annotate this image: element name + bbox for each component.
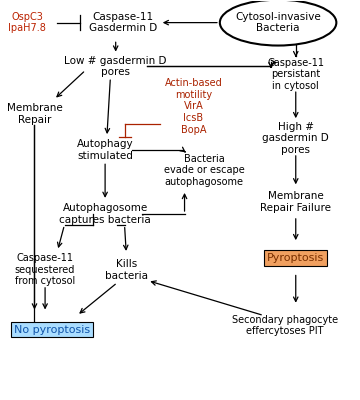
Text: Actin-based
motility
VirA
IcsB
BopA: Actin-based motility VirA IcsB BopA (165, 78, 222, 134)
Text: Membrane
Repair: Membrane Repair (6, 104, 62, 125)
Text: Bacteria
evade or escape
autophagosome: Bacteria evade or escape autophagosome (163, 154, 244, 187)
Text: Membrane
Repair Failure: Membrane Repair Failure (260, 191, 331, 213)
Text: Caspase-11
persistant
in cytosol: Caspase-11 persistant in cytosol (267, 58, 324, 91)
Text: Autophagy
stimulated: Autophagy stimulated (77, 139, 134, 161)
Text: Kills
bacteria: Kills bacteria (105, 259, 148, 280)
Text: Low # gasdermin D
pores: Low # gasdermin D pores (64, 56, 167, 77)
Text: Pyroptosis: Pyroptosis (267, 253, 324, 263)
Text: Secondary phagocyte
effercytoses PIT: Secondary phagocyte effercytoses PIT (232, 315, 338, 336)
Text: No pyroptosis: No pyroptosis (14, 324, 90, 334)
Text: High #
gasdermin D
pores: High # gasdermin D pores (262, 122, 329, 155)
Text: Caspase-11
Gasdermin D: Caspase-11 Gasdermin D (89, 12, 157, 34)
Text: OspC3
IpaH7.8: OspC3 IpaH7.8 (9, 12, 46, 34)
Text: Autophagosome
captures bacteria: Autophagosome captures bacteria (59, 203, 151, 225)
Text: Caspase-11
sequestered
from cytosol: Caspase-11 sequestered from cytosol (15, 253, 75, 286)
Text: Cytosol-invasive
Bacteria: Cytosol-invasive Bacteria (235, 12, 321, 34)
